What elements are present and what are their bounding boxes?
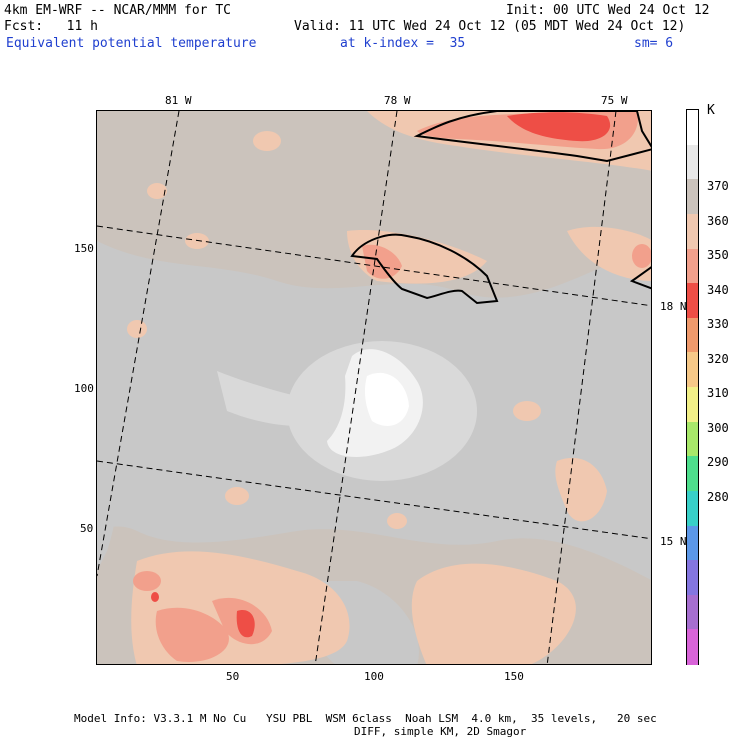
colorbar-label: 280 xyxy=(707,489,729,504)
init-time: Init: 00 UTC Wed 24 Oct 12 xyxy=(506,3,710,18)
contour-lines xyxy=(350,111,651,305)
colorbar-label: 340 xyxy=(707,282,729,297)
colorbar-label: 320 xyxy=(707,351,729,366)
model-info-2: DIFF, simple KM, 2D Smagor xyxy=(354,725,527,738)
colorbar-swatch xyxy=(687,179,698,215)
lat-label-15n: 15 N xyxy=(660,535,687,548)
valid-time: Valid: 11 UTC Wed 24 Oct 12 (05 MDT Wed … xyxy=(294,19,686,34)
model-title: 4km EM-WRF -- NCAR/MMM for TC xyxy=(4,3,231,18)
colorbar-swatch xyxy=(687,421,698,457)
field-gray-left xyxy=(97,411,118,571)
y-tick-100: 100 xyxy=(74,382,94,395)
lat-label-18n: 18 N xyxy=(660,300,687,313)
theta-e-map xyxy=(96,110,652,665)
colorbar-swatch xyxy=(687,525,698,561)
field-light-band xyxy=(217,371,357,426)
y-tick-50: 50 xyxy=(80,522,94,535)
colorbar xyxy=(686,109,699,665)
colorbar-label: 290 xyxy=(707,455,729,469)
colorbar-unit: K xyxy=(707,103,715,118)
model-info: Model Info: V3.3.1 M No Cu YSU PBL WSM 6… xyxy=(74,712,657,725)
lon-label-81w: 81 W xyxy=(165,94,192,107)
field-red xyxy=(151,112,611,638)
colorbar-swatch xyxy=(687,283,698,319)
colorbar-label: 360 xyxy=(707,213,729,228)
colorbar-label: 370 xyxy=(707,179,729,193)
parallel-15n xyxy=(97,460,651,540)
k-index: at k-index = 35 xyxy=(340,36,466,51)
colorbar-swatch xyxy=(687,387,698,423)
colorbar-label: 300 xyxy=(707,420,729,435)
colorbar-swatch xyxy=(687,352,698,388)
forecast-hour: Fcst: 11 h xyxy=(4,19,98,34)
colorbar-swatch xyxy=(687,110,698,146)
meridian-75w xyxy=(546,111,617,664)
field-white-inner xyxy=(364,372,409,426)
colorbar-label: 350 xyxy=(707,248,729,262)
x-tick-150: 150 xyxy=(504,670,524,683)
colorbar-label: 310 xyxy=(707,386,729,400)
colorbar-label: 330 xyxy=(707,317,729,331)
meridian-81w xyxy=(97,111,180,577)
lon-label-78w: 78 W xyxy=(384,94,411,107)
colorbar-swatch xyxy=(687,317,698,353)
x-tick-50: 50 xyxy=(226,670,240,683)
colorbar-swatch xyxy=(687,213,698,249)
colorbar-swatch xyxy=(687,629,698,665)
latlon-grid xyxy=(97,111,651,664)
colorbar-swatch xyxy=(687,248,698,284)
x-tick-100: 100 xyxy=(364,670,384,683)
lon-label-75w: 75 W xyxy=(601,94,628,107)
map-canvas xyxy=(97,111,651,664)
colorbar-swatch xyxy=(687,456,698,492)
colorbar-swatch xyxy=(687,560,698,596)
parallel-18n xyxy=(97,225,651,307)
meridian-78w xyxy=(314,111,398,664)
colorbar-swatch xyxy=(687,490,698,526)
y-tick-150: 150 xyxy=(74,242,94,255)
colorbar-swatch xyxy=(687,594,698,630)
colorbar-swatch xyxy=(687,144,698,180)
field-name: Equivalent potential temperature xyxy=(6,36,257,51)
smoothing: sm= 6 xyxy=(634,36,674,51)
